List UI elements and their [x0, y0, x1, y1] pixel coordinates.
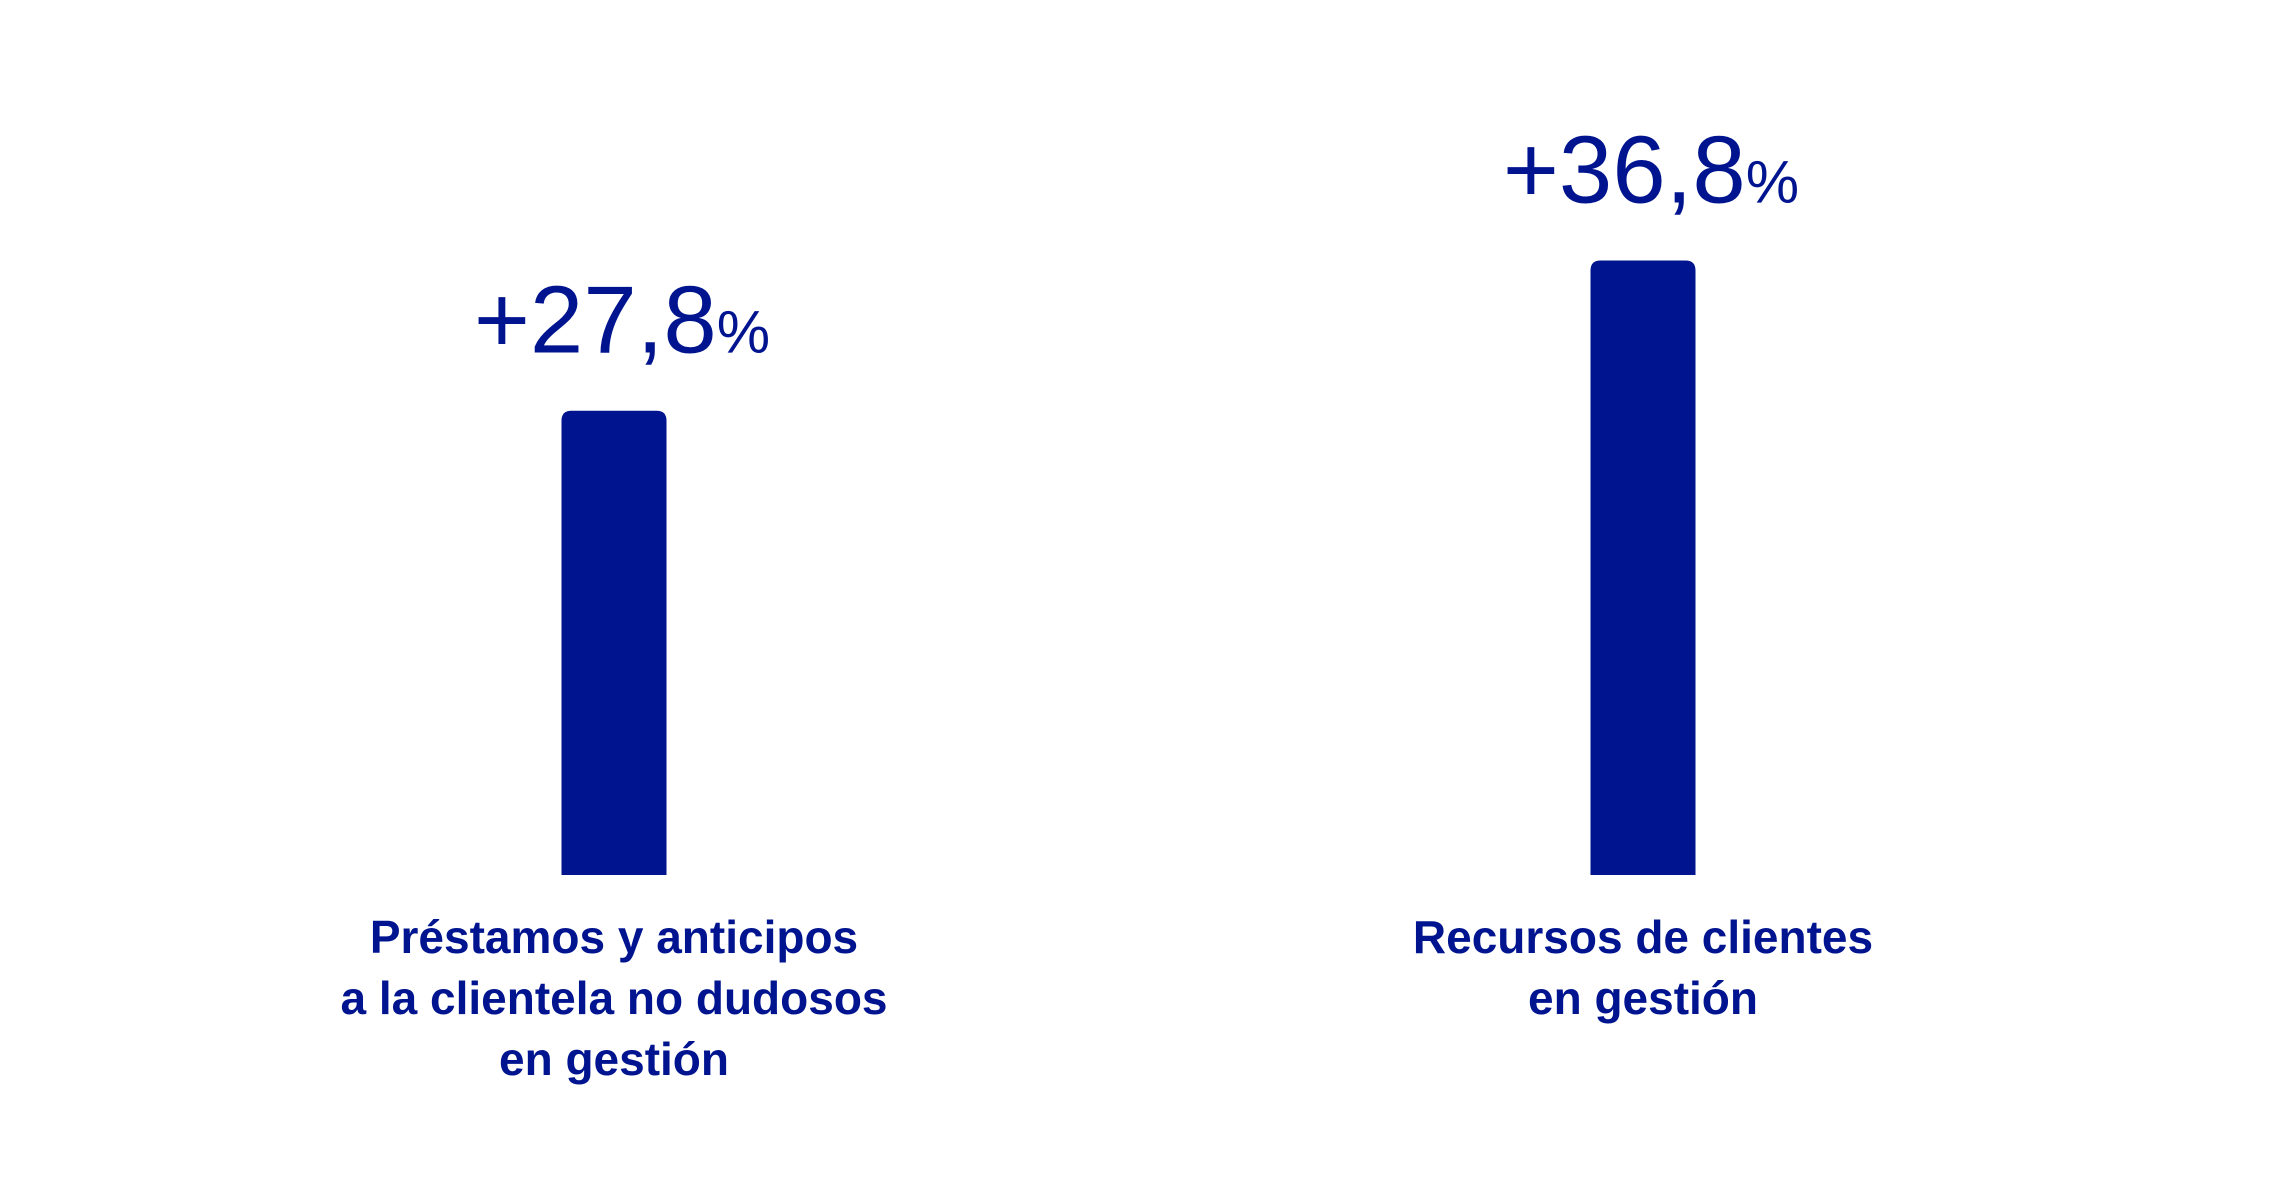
value-label: +27,8% — [474, 267, 770, 374]
value-unit: % — [717, 299, 770, 366]
category-label: en gestión — [1528, 972, 1758, 1024]
value-number: +27,8 — [474, 267, 717, 374]
value-label: +36,8% — [1503, 116, 1799, 223]
category-label: en gestión — [499, 1033, 729, 1085]
category-label: Préstamos y anticipos — [370, 911, 858, 963]
category-label: a la clientela no dudosos — [340, 972, 887, 1024]
bar — [1590, 260, 1696, 875]
value-unit: % — [1746, 148, 1799, 215]
bar — [561, 410, 667, 875]
value-number: +36,8 — [1503, 116, 1746, 223]
category-label: Recursos de clientes — [1413, 911, 1873, 963]
